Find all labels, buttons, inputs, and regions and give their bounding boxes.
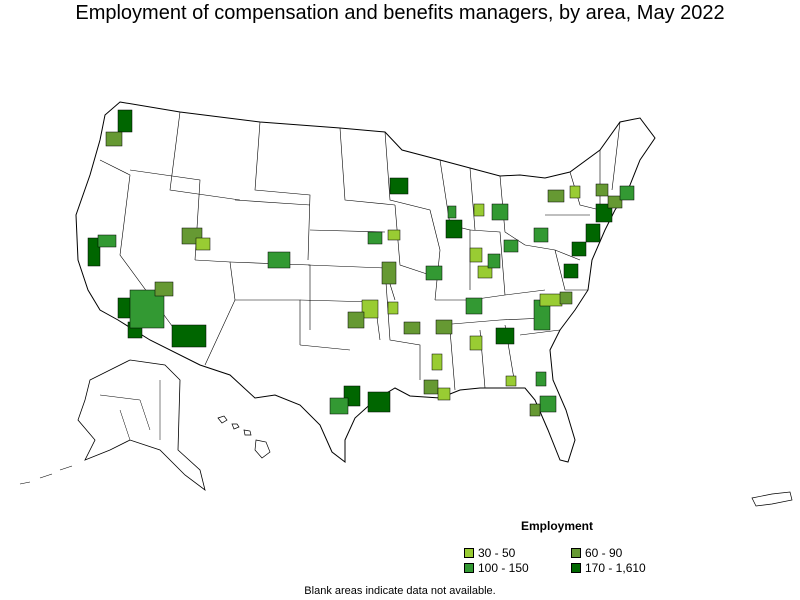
area-atlanta <box>495 327 515 345</box>
area-houston <box>367 391 391 413</box>
legend-item-100-150: 100 - 150 <box>464 561 529 575</box>
legend-label: 60 - 90 <box>585 546 623 560</box>
area-raleigh <box>559 291 573 305</box>
area-little-rock <box>403 321 421 335</box>
area-las-vegas <box>154 281 174 297</box>
area-birmingham <box>469 335 483 351</box>
area-mobile <box>505 375 517 387</box>
area-des-moines <box>367 231 383 245</box>
area-new-orleans <box>423 379 439 395</box>
alaska-outline <box>77 359 206 491</box>
area-columbus <box>503 239 519 253</box>
area-dc <box>571 241 587 257</box>
area-tucson <box>171 324 207 348</box>
area-grand-rapids <box>473 203 485 217</box>
area-orlando <box>539 395 557 413</box>
area-richmond <box>563 263 579 279</box>
area-phoenix <box>129 289 165 329</box>
area-provo <box>195 237 211 251</box>
area-seattle <box>117 109 133 133</box>
area-rochester <box>547 189 565 203</box>
area-tampa <box>529 403 541 417</box>
area-syracuse <box>569 185 581 199</box>
area-gulf-coast <box>437 387 451 401</box>
legend-label: 170 - 1,610 <box>585 561 646 575</box>
area-indianapolis <box>469 247 483 263</box>
area-jacksonville <box>535 371 547 387</box>
area-new-york <box>595 203 613 223</box>
area-chicago <box>445 219 463 239</box>
legend-title: Employment <box>521 519 594 533</box>
area-nashville <box>465 297 483 315</box>
area-bay-area <box>87 237 101 267</box>
area-denver <box>267 251 291 269</box>
area-louisville <box>477 265 493 279</box>
area-austin <box>329 397 349 415</box>
area-jackson <box>431 353 443 371</box>
area-cincinnati <box>487 253 501 269</box>
area-albany <box>595 183 609 197</box>
area-st-louis <box>425 265 443 281</box>
area-nw-arkansas <box>387 301 399 315</box>
hawaii-islands <box>217 415 271 459</box>
legend-item-30-50: 30 - 50 <box>464 546 515 560</box>
area-sacramento <box>97 234 117 248</box>
state-boundaries <box>99 111 621 391</box>
area-milwaukee <box>447 205 457 219</box>
area-oklahoma <box>361 299 379 319</box>
legend-swatch <box>464 548 474 558</box>
area-minneapolis <box>389 177 409 195</box>
legend-item-170-1610: 170 - 1,610 <box>571 561 646 575</box>
footnote: Blank areas indicate data not available. <box>304 585 496 597</box>
area-philadelphia <box>585 223 601 243</box>
area-pittsburgh <box>533 227 549 243</box>
area-hartford <box>607 195 623 209</box>
area-memphis <box>435 319 453 335</box>
legend-swatch <box>571 563 581 573</box>
area-boston <box>619 185 635 201</box>
legend-label: 100 - 150 <box>478 561 529 575</box>
aleutian-islands <box>19 465 73 485</box>
area-tulsa <box>347 311 365 329</box>
contiguous-us-outline <box>75 101 656 464</box>
legend-item-60-90: 60 - 90 <box>571 546 622 560</box>
map-title: Employment of compensation and benefits … <box>75 2 725 24</box>
puerto-rico-outline <box>751 491 793 507</box>
alaska-region-lines <box>99 380 161 441</box>
area-portland <box>105 131 123 147</box>
area-regions <box>87 109 635 417</box>
legend-swatch <box>464 563 474 573</box>
legend-swatch <box>571 548 581 558</box>
area-greensboro <box>539 293 563 307</box>
area-kansas-city <box>381 261 397 285</box>
area-iowa <box>387 229 401 241</box>
area-detroit <box>491 203 509 221</box>
legend-label: 30 - 50 <box>478 546 516 560</box>
